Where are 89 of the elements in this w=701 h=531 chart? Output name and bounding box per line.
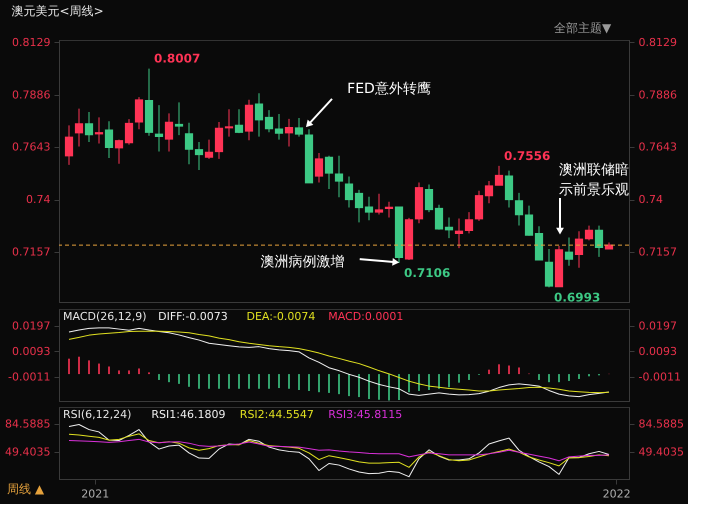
y-tick-label: 0.8129 (12, 36, 50, 49)
candlestick (254, 92, 264, 138)
candlestick (114, 139, 124, 164)
legend-title: RSI(6,12,24) (63, 408, 132, 421)
series-label: DIFF:-0.0073 (158, 310, 228, 323)
candlestick (214, 121, 224, 160)
candlestick (484, 180, 494, 204)
annotation: FED意外转鹰 (347, 80, 431, 97)
candlestick (264, 110, 274, 133)
series-label: RSI1:46.1809 (151, 408, 226, 421)
y-tick-label: 49.4035 (5, 445, 50, 458)
y-tick-label: 84.5885 (5, 418, 50, 431)
annotation: 0.6993 (554, 290, 600, 304)
candlestick (474, 190, 484, 222)
candlestick (94, 116, 104, 144)
candlestick (74, 108, 84, 148)
y2-tick-label: 0.7886 (638, 88, 677, 102)
y2-tick-label: 0.0093 (638, 344, 677, 358)
y2-tick-label: 0.7157 (638, 245, 677, 258)
candlestick (374, 193, 384, 215)
y-tick-label: 0.7886 (12, 88, 50, 102)
candlestick (494, 165, 504, 186)
candlestick (64, 124, 74, 166)
candlestick (284, 118, 294, 148)
candlestick (504, 170, 514, 208)
y2-tick-label: 0.8129 (638, 36, 677, 49)
candlestick (524, 205, 534, 236)
annotation: 0.8007 (154, 52, 200, 66)
candlestick (154, 104, 164, 152)
line-series (68, 438, 610, 462)
candlestick (174, 102, 184, 136)
candlestick (314, 152, 324, 184)
candlestick (584, 225, 594, 241)
y-tick-label: 0.0197 (12, 319, 50, 332)
y2-tick-label: 84.5885 (638, 418, 684, 431)
candlestick (594, 225, 604, 258)
x-tick-label: 2022 (602, 488, 631, 500)
candlestick (104, 120, 114, 158)
annotation: 0.7556 (504, 148, 550, 163)
line-series (68, 424, 610, 478)
candlestick (384, 201, 394, 218)
text: MACD:0.0001 (328, 310, 404, 323)
candlestick (424, 184, 434, 213)
series-label: DEA:-0.0074 (246, 310, 316, 323)
annotation: 0.7106 (404, 266, 450, 280)
candlestick (324, 155, 334, 190)
candlestick (344, 176, 354, 208)
candlestick (434, 204, 444, 230)
candlestick (364, 196, 374, 221)
text: 全部主题▼ (554, 21, 612, 35)
candlestick (354, 189, 364, 223)
y2-tick-label: 0.0197 (638, 319, 677, 332)
candlestick (194, 141, 204, 171)
y-tick-label: 0.7643 (12, 140, 50, 154)
annotation: 澳洲联储暗示前景乐观 (559, 162, 629, 198)
candlestick (164, 112, 174, 152)
candlestick (274, 113, 284, 140)
y-tick-label: -0.0011 (8, 370, 50, 384)
chart-title: 澳元美元<周线> (12, 4, 104, 18)
candlestick (574, 230, 584, 268)
candlestick (134, 96, 144, 130)
y2-tick-label: -0.0011 (638, 370, 681, 384)
y2-tick-label: 49.4035 (638, 445, 684, 458)
candlestick (334, 155, 344, 198)
y-tick-label: 0.0093 (12, 344, 50, 358)
candlestick (184, 122, 194, 165)
annotation: 澳洲病例激增 (260, 254, 345, 270)
y2-tick-label: 0.74 (638, 193, 663, 206)
candlestick (564, 237, 574, 266)
candlestick (464, 212, 474, 234)
text: 周线 ▲ (7, 482, 45, 496)
candlestick (514, 192, 524, 226)
y-tick-label: 0.7157 (12, 245, 50, 258)
y2-tick-label: 0.7643 (638, 140, 677, 154)
candlestick (544, 248, 554, 288)
line-series (68, 433, 610, 468)
candlestick (204, 139, 214, 160)
legend-title: MACD(26,12,9) (63, 310, 147, 323)
candlestick (84, 112, 94, 142)
candlestick (444, 216, 454, 239)
candlestick (124, 118, 134, 146)
y-tick-label: 0.74 (26, 193, 50, 206)
candlestick (234, 108, 244, 134)
series-label: RSI2:44.5547 (240, 408, 314, 421)
candlestick (224, 108, 234, 138)
text: RSI3:45.8115 (328, 408, 402, 421)
candlestick (454, 218, 464, 249)
x-tick-label: 2021 (81, 488, 110, 500)
candlestick (294, 118, 304, 138)
